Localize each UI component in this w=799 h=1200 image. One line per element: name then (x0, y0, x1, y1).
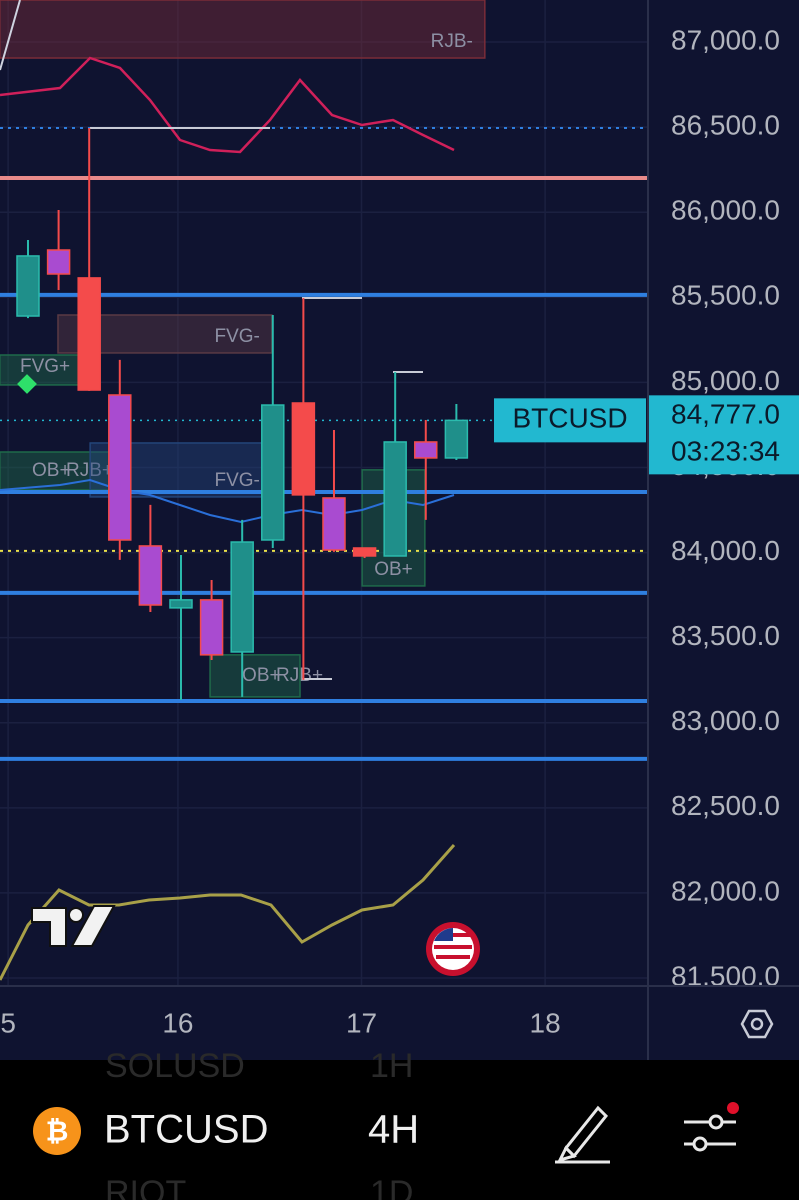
y-tick-label: 83,000.0 (671, 705, 780, 736)
x-tick-label: 16 (162, 1007, 193, 1038)
zone-label: FVG- (214, 326, 259, 347)
candle-body (230, 541, 254, 653)
candle-body (169, 599, 193, 609)
indicators (0, 0, 456, 981)
y-tick-label: 85,500.0 (671, 280, 780, 311)
zone-label: RJB- (431, 31, 473, 52)
flag-stripe (434, 945, 472, 949)
time-axis: 5 16 17 18 (0, 1007, 560, 1038)
candle-body (322, 497, 346, 551)
notification-dot (727, 1102, 739, 1114)
candle-body (108, 394, 132, 541)
y-tick-label: 86,000.0 (671, 195, 780, 226)
price-label: BTCUSD 84,777.0 03:23:34 (494, 395, 799, 475)
y-tick-label: 83,500.0 (671, 620, 780, 651)
y-tick-label: 87,000.0 (671, 24, 780, 55)
zone (0, 451, 111, 491)
y-tick-label: 82,000.0 (671, 875, 780, 906)
candle-body (291, 402, 316, 496)
candle-body (352, 547, 377, 557)
volume-line (0, 844, 456, 981)
ghost-symbol: RIOT (105, 1174, 186, 1200)
moving-average (0, 478, 455, 524)
price-tag-value: 84,777.0 (671, 399, 780, 430)
ghost-interval: 1H (370, 1047, 413, 1085)
logo-dot (68, 907, 84, 923)
candle-body (199, 599, 224, 656)
symbol-tag (494, 398, 646, 443)
flag-icon (426, 922, 480, 976)
bitcoin-icon (33, 1107, 81, 1155)
indicators-button[interactable] (684, 1102, 739, 1152)
price-tag-countdown: 03:23:34 (671, 436, 780, 467)
bitcoin-glyph: ₿ (46, 1115, 69, 1146)
draw-button[interactable] (555, 1105, 610, 1164)
zone-label: FVG- (214, 470, 259, 491)
price-tag (649, 395, 799, 475)
flag-canton (434, 928, 453, 941)
zone (209, 654, 301, 698)
settings-button[interactable] (740, 1009, 774, 1039)
ghost-symbol: SOLUSD (105, 1047, 245, 1085)
level-layer (0, 126, 647, 761)
tradingview-logo (31, 905, 116, 947)
zone-label: RJB+ (276, 665, 323, 686)
flag-stripe (453, 933, 473, 937)
x-tick-label: 5 (0, 1007, 16, 1038)
candle-body (77, 277, 101, 391)
zone-label: OB+ (374, 559, 413, 580)
candle-body (383, 441, 407, 557)
indicator-line (0, 0, 21, 71)
candle-body (414, 441, 438, 459)
y-tick-label: 85,000.0 (671, 365, 780, 396)
zone-label: OB+ (32, 460, 71, 481)
y-tick-label: 86,500.0 (671, 110, 780, 141)
zone (0, 0, 486, 59)
settings-icon-center (750, 1017, 764, 1031)
toolbar-symbol[interactable]: BTCUSD (104, 1108, 268, 1152)
candle-body (16, 255, 40, 317)
candle-body (138, 545, 163, 606)
ghost-interval: 1D (370, 1174, 413, 1200)
signal-diamond (17, 374, 37, 394)
zone-label: OB+ (242, 665, 281, 686)
symbol-tag-text: BTCUSD (512, 403, 627, 434)
logo-t (31, 907, 67, 947)
price-axis: 87,000.0 86,500.0 86,000.0 85,500.0 85,000.0… (671, 24, 780, 991)
logo-v (70, 905, 116, 947)
slider-knob (708, 1114, 724, 1130)
pencil-tip (557, 1145, 577, 1163)
y-tick-label: 81,500.0 (671, 960, 780, 991)
candle-layer (16, 127, 469, 700)
y-tick-label: 82,500.0 (671, 790, 780, 821)
candle-body (46, 249, 71, 275)
y-tick-label: 84,000.0 (671, 535, 780, 566)
bottom-toolbar (0, 1060, 799, 1200)
zone-label: FVG+ (20, 356, 70, 377)
candle-body (261, 404, 285, 541)
x-tick-label: 17 (346, 1007, 377, 1038)
symbol-button[interactable]: ₿ BTCUSD (33, 1107, 268, 1155)
candle-body (444, 419, 469, 459)
oscillator-line (0, 56, 455, 154)
x-tick-label: 18 (530, 1007, 561, 1038)
toolbar-interval[interactable]: 4H (368, 1108, 419, 1152)
flag-stripe (436, 955, 470, 959)
slider-knob (692, 1136, 708, 1152)
